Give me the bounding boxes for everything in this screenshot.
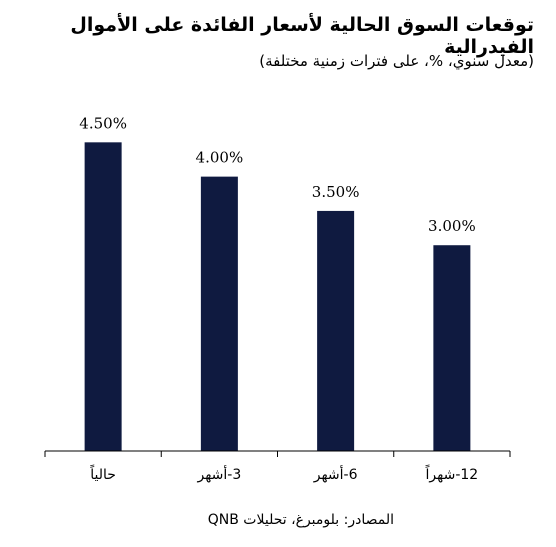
bar <box>433 245 471 451</box>
bar <box>84 142 122 452</box>
bar-value-label: 3.00% <box>428 217 476 235</box>
bar <box>200 176 238 451</box>
bar-value-label: 4.50% <box>79 114 127 132</box>
bar <box>317 210 355 451</box>
chart-subtitle: (معدل سنوي، %، على فترات زمنية مختلفة) <box>259 52 534 70</box>
bar-value-label: 3.50% <box>312 183 360 201</box>
chart-title: توقعات السوق الحالية لأسعار الفائدة على … <box>70 14 534 58</box>
source-note: المصادر: بلومبرغ، تحليلات QNB <box>207 512 394 528</box>
category-label: 6-أشهر <box>313 465 358 483</box>
category-label: 3-أشهر <box>196 465 241 483</box>
bar-value-label: 4.00% <box>196 149 244 167</box>
category-label: 12-شهراً <box>425 464 478 483</box>
category-label: حالياً <box>90 464 116 483</box>
